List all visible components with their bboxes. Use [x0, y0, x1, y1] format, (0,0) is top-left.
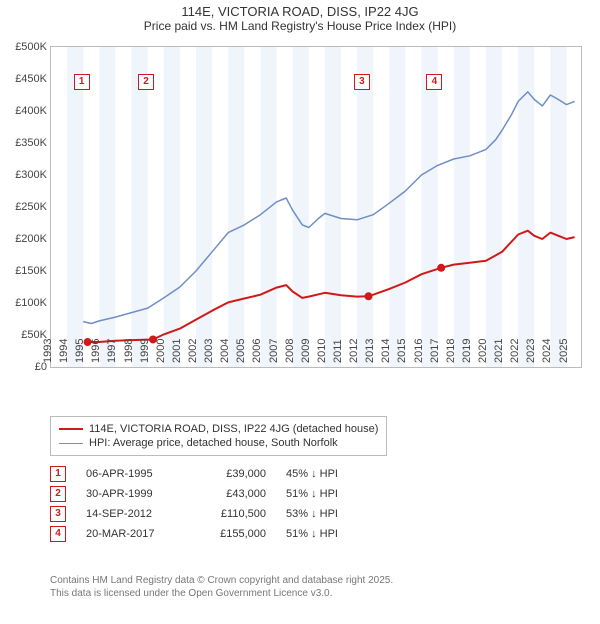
legend-label: 114E, VICTORIA ROAD, DISS, IP22 4JG (det…	[89, 423, 378, 435]
y-tick-label: £400K	[15, 105, 51, 117]
sale-row-3: 3 14-SEP-2012 £110,500 53% ↓ HPI	[50, 506, 376, 522]
y-tick-label: £450K	[15, 73, 51, 85]
sale-date: 30-APR-1999	[86, 488, 176, 500]
y-tick-label: £100K	[15, 297, 51, 309]
legend-row-hpi: HPI: Average price, detached house, Sout…	[59, 437, 378, 449]
x-tick-label: 2022	[509, 339, 521, 367]
sale-price: £155,000	[196, 528, 266, 540]
x-tick-label: 2017	[429, 339, 441, 367]
chart-marker-4: 4	[426, 74, 442, 90]
sale-row-4: 4 20-MAR-2017 £155,000 51% ↓ HPI	[50, 526, 376, 542]
chart-marker-2: 2	[138, 74, 154, 90]
sale-diff: 45% ↓ HPI	[286, 468, 376, 480]
x-tick-label: 2023	[525, 339, 537, 367]
y-tick-label: £350K	[15, 137, 51, 149]
sale-price: £110,500	[196, 508, 266, 520]
x-tick-label: 2002	[187, 339, 199, 367]
x-tick-label: 2012	[348, 339, 360, 367]
x-tick-label: 2016	[413, 339, 425, 367]
x-tick-label: 2004	[219, 339, 231, 367]
sale-date: 20-MAR-2017	[86, 528, 176, 540]
x-tick-label: 1994	[58, 339, 70, 367]
sale-price: £43,000	[196, 488, 266, 500]
x-tick-label: 2005	[235, 339, 247, 367]
sale-marker: 4	[50, 526, 66, 542]
sale-marker: 3	[50, 506, 66, 522]
chart-marker-1: 1	[74, 74, 90, 90]
x-tick-label: 1995	[74, 339, 86, 367]
y-tick-label: £300K	[15, 169, 51, 181]
plot-svg	[51, 47, 581, 367]
footer-text: Contains HM Land Registry data © Crown c…	[50, 574, 393, 600]
sale-dot	[365, 292, 373, 300]
x-tick-label: 2021	[493, 339, 505, 367]
y-tick-label: £200K	[15, 233, 51, 245]
y-tick-label: £150K	[15, 265, 51, 277]
x-tick-label: 1993	[42, 339, 54, 367]
sales-table: 1 06-APR-1995 £39,000 45% ↓ HPI 2 30-APR-1999…	[50, 462, 376, 546]
plot-area: £0£50K£100K£150K£200K£250K£300K£350K£400…	[50, 46, 582, 368]
x-tick-label: 2003	[203, 339, 215, 367]
legend-label: HPI: Average price, detached house, Sout…	[89, 437, 338, 449]
y-tick-label: £500K	[15, 41, 51, 53]
x-tick-label: 2010	[316, 339, 328, 367]
sale-row-2: 2 30-APR-1999 £43,000 51% ↓ HPI	[50, 486, 376, 502]
x-tick-label: 2013	[364, 339, 376, 367]
x-tick-label: 2019	[461, 339, 473, 367]
x-tick-label: 2018	[445, 339, 457, 367]
sale-date: 06-APR-1995	[86, 468, 176, 480]
x-tick-label: 2014	[380, 339, 392, 367]
sale-diff: 53% ↓ HPI	[286, 508, 376, 520]
x-tick-label: 2008	[284, 339, 296, 367]
sale-diff: 51% ↓ HPI	[286, 528, 376, 540]
legend-box: 114E, VICTORIA ROAD, DISS, IP22 4JG (det…	[50, 416, 387, 456]
x-tick-label: 1999	[139, 339, 151, 367]
sale-row-1: 1 06-APR-1995 £39,000 45% ↓ HPI	[50, 466, 376, 482]
sale-marker: 2	[50, 486, 66, 502]
legend-swatch	[59, 428, 83, 430]
x-tick-label: 2001	[171, 339, 183, 367]
sale-price: £39,000	[196, 468, 266, 480]
footer-line-1: Contains HM Land Registry data © Crown c…	[50, 574, 393, 587]
x-tick-label: 2000	[155, 339, 167, 367]
sale-dot	[437, 264, 445, 272]
x-tick-label: 2011	[332, 339, 344, 367]
y-tick-label: £250K	[15, 201, 51, 213]
sale-marker: 1	[50, 466, 66, 482]
x-tick-label: 1996	[90, 339, 102, 367]
x-tick-label: 2025	[558, 339, 570, 367]
chart-title: 114E, VICTORIA ROAD, DISS, IP22 4JG	[0, 4, 600, 19]
x-tick-label: 2009	[300, 339, 312, 367]
x-tick-label: 2007	[268, 339, 280, 367]
chart-subtitle: Price paid vs. HM Land Registry's House …	[0, 19, 600, 33]
legend-swatch	[59, 443, 83, 444]
chart-marker-3: 3	[354, 74, 370, 90]
legend-row-property: 114E, VICTORIA ROAD, DISS, IP22 4JG (det…	[59, 423, 378, 435]
x-tick-label: 2020	[477, 339, 489, 367]
chart-container: 114E, VICTORIA ROAD, DISS, IP22 4JG Pric…	[0, 4, 600, 624]
sale-date: 14-SEP-2012	[86, 508, 176, 520]
footer-line-2: This data is licensed under the Open Gov…	[50, 587, 393, 600]
x-tick-label: 1997	[106, 339, 118, 367]
sale-diff: 51% ↓ HPI	[286, 488, 376, 500]
x-tick-label: 2024	[541, 339, 553, 367]
x-tick-label: 1998	[123, 339, 135, 367]
x-tick-label: 2015	[396, 339, 408, 367]
x-tick-label: 2006	[251, 339, 263, 367]
